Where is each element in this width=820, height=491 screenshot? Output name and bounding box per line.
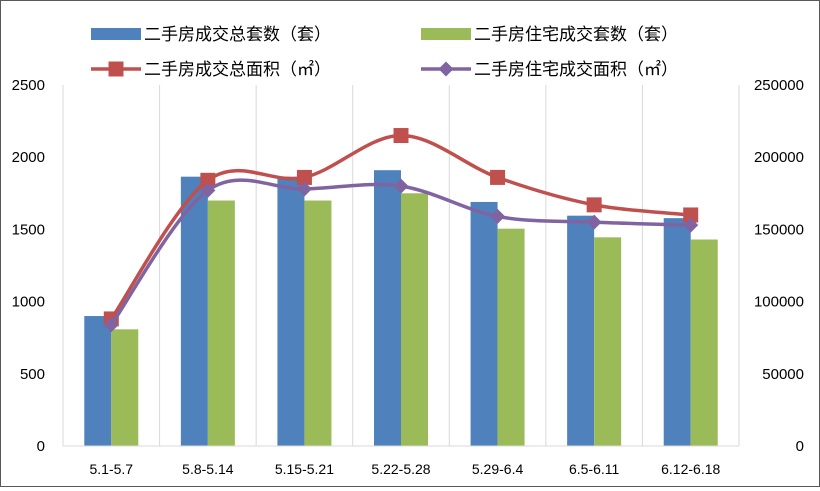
bar-residential-count — [304, 200, 332, 446]
bar-residential-count — [207, 200, 235, 446]
x-tick-label: 5.29-6.4 — [472, 461, 524, 477]
marker-total-area — [490, 169, 506, 185]
legend-label: 二手房住宅成交套数（套） — [474, 25, 678, 45]
y-right-tick-label: 50000 — [762, 366, 804, 383]
legend-swatch-marker — [438, 61, 454, 77]
x-tick-label: 6.5-6.11 — [569, 461, 620, 477]
legend-swatch-marker — [108, 61, 124, 77]
x-tick-label: 5.8-5.14 — [182, 461, 234, 477]
y-right-tick-label: 250000 — [754, 77, 804, 94]
y-right-tick-label: 200000 — [754, 149, 804, 166]
y-left-tick-label: 0 — [37, 438, 45, 455]
marker-total-area — [200, 172, 216, 188]
y-left-tick-label: 500 — [20, 366, 45, 383]
legend-label: 二手房住宅成交面积（㎡） — [474, 60, 678, 80]
y-right-tick-label: 0 — [796, 438, 804, 455]
bar-residential-count — [401, 193, 428, 446]
marker-residential-area — [103, 317, 119, 333]
y-right-tick-label: 150000 — [754, 221, 804, 238]
marker-residential-area — [200, 182, 216, 198]
legend-label: 二手房成交总套数（套） — [144, 25, 331, 45]
axis-layer: 0 500 1000 1500 2000 2500 0 50000 100000 150000 20… — [12, 77, 804, 477]
legend-swatch — [421, 28, 471, 40]
legend: 二手房成交总套数（套） 二手房住宅成交套数（套） 二手房成交总面积（㎡） 二手房住宅成… — [91, 25, 678, 80]
bar-total-count — [277, 176, 305, 446]
bar-residential-count — [497, 228, 525, 446]
bars-layer — [84, 170, 718, 447]
bar-residential-count — [594, 237, 622, 446]
lines-layer — [103, 128, 699, 333]
marker-total-area — [586, 197, 602, 213]
marker-total-area — [296, 169, 312, 185]
x-tick-label: 5.1-5.7 — [89, 461, 133, 477]
x-tick-label: 5.15-5.21 — [275, 461, 334, 477]
bar-total-count — [663, 218, 691, 446]
marker-total-area — [393, 128, 409, 144]
bar-total-count — [84, 316, 112, 446]
marker-residential-area — [490, 208, 506, 224]
y-left-tick-label: 1500 — [12, 221, 45, 238]
legend-label: 二手房成交总面积（㎡） — [144, 60, 331, 80]
marker-residential-area — [393, 178, 409, 194]
marker-residential-area — [683, 217, 699, 233]
bar-residential-count — [690, 239, 718, 446]
x-tick-label: 6.12-6.18 — [661, 461, 720, 477]
marker-total-area — [683, 207, 699, 223]
bar-total-count — [374, 170, 401, 447]
x-tick-label: 5.22-5.28 — [371, 461, 430, 477]
grid-layer — [62, 85, 740, 446]
y-right-tick-label: 100000 — [754, 294, 804, 311]
bar-total-count — [470, 201, 498, 446]
bar-total-count — [567, 215, 595, 446]
y-left-tick-label: 1000 — [12, 294, 45, 311]
marker-residential-area — [586, 214, 602, 230]
bar-total-count — [180, 176, 208, 446]
y-left-tick-label: 2000 — [12, 149, 45, 166]
legend-swatch — [91, 28, 141, 40]
y-left-tick-label: 2500 — [12, 77, 45, 94]
marker-residential-area — [296, 181, 312, 197]
bar-residential-count — [111, 329, 139, 446]
